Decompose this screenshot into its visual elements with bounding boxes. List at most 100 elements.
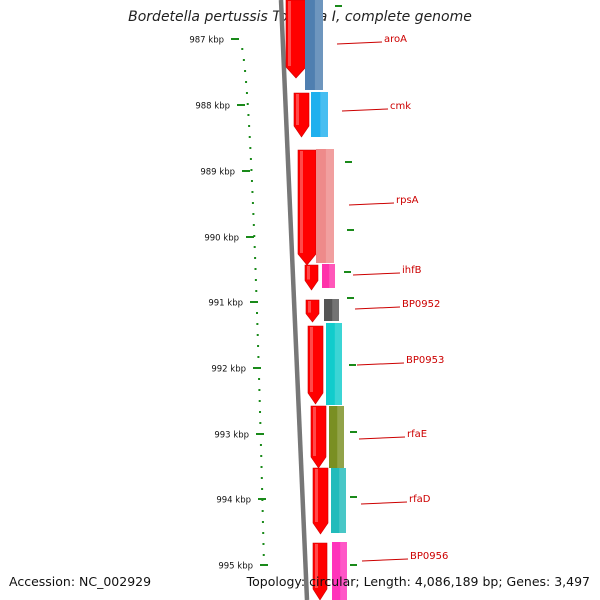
ruler-dot [242, 59, 245, 61]
ruler-dot [257, 345, 260, 347]
ruler-dot [260, 466, 263, 468]
ruler-dot [256, 312, 259, 314]
ruler-tick-label: 995 kbp [218, 562, 253, 572]
ruler-dot [245, 92, 248, 94]
ruler-dot [246, 103, 249, 105]
ruler-dot [253, 235, 256, 237]
gene-bar-shade [329, 264, 335, 288]
gene-label-leader [358, 436, 406, 440]
cds-arrow-highlight [313, 407, 316, 456]
gene-bar-shade [340, 542, 347, 600]
ruler-dot [260, 455, 263, 457]
gene-label-bp0956: BP0956 [410, 551, 448, 562]
ruler-dot [248, 125, 251, 127]
cds-arrows [285, 0, 329, 600]
ruler-dot [259, 411, 262, 413]
cds-arrow-highlight [307, 266, 310, 280]
gene-label-leader [360, 501, 408, 505]
ruler-dot [247, 114, 250, 116]
ruler-dot [254, 257, 257, 259]
gene-bar-bp0956 [332, 542, 347, 600]
ruler-dot [248, 136, 251, 138]
ruler-tick-label: 994 kbp [216, 496, 251, 506]
cds-arrow-highlight [315, 544, 318, 588]
ruler-dot [244, 70, 247, 72]
ruler-dot [258, 378, 261, 380]
genome-summary: Topology: circular; Length: 4,086,189 bp… [246, 574, 590, 589]
ruler-dot [255, 290, 258, 292]
gene-label-leader [354, 306, 401, 310]
kbp-ruler: 987 kbp 988 kbp 989 kbp 990 kbp 991 kbp 992 k… [189, 5, 357, 572]
ruler-tick-label: 988 kbp [195, 102, 230, 112]
gene-labels: aroA cmk rpsA ihfB BP0952 BP0953 rfaE rfaD BP095… [336, 34, 448, 562]
ruler-dot [262, 532, 265, 534]
ruler-dot [262, 543, 265, 545]
ruler-dot [258, 389, 261, 391]
ruler-tick-label: 987 kbp [189, 36, 224, 46]
gene-label-ihfb: ihfB [402, 265, 422, 276]
ruler-dot [256, 334, 259, 336]
gene-bar-aroa [305, 0, 323, 90]
gene-label-leader [341, 108, 389, 112]
gene-bars [305, 0, 347, 600]
gene-label-rfae: rfaE [407, 429, 427, 440]
gene-bar-rpsa [316, 149, 334, 263]
ruler-dot [262, 554, 265, 556]
gene-label-leader [361, 558, 409, 562]
gene-bar-bp0952 [324, 299, 339, 321]
gene-bar-bp0953 [326, 323, 342, 405]
gene-bar-rfae [329, 406, 344, 468]
cds-arrow [304, 264, 319, 291]
gene-bar-shade [325, 149, 334, 263]
ruler-dot [252, 213, 255, 215]
ruler-tick-label: 993 kbp [214, 431, 249, 441]
ruler-dot [259, 433, 262, 435]
gene-bar-shade [320, 92, 328, 137]
ruler-dot [250, 180, 253, 182]
gene-label-bp0953: BP0953 [406, 355, 444, 366]
accession-text: Accession: NC_002929 [9, 574, 152, 589]
ruler-dot [255, 301, 258, 303]
ruler-dot [260, 477, 263, 479]
ruler-dot [257, 367, 260, 369]
cds-arrow [305, 299, 320, 323]
cds-arrow-highlight [308, 301, 311, 313]
ruler-dot [245, 81, 248, 83]
ruler-dot [249, 158, 252, 160]
gene-label-aroa: aroA [384, 34, 407, 45]
gene-label-leader [356, 362, 405, 366]
gene-bar-shade [337, 406, 344, 468]
gene-label-cmk: cmk [390, 101, 411, 112]
gene-label-leader [352, 272, 401, 276]
ruler-dot [252, 224, 255, 226]
ruler-tick-label: 989 kbp [200, 168, 235, 178]
gene-label-rpsa: rpsA [396, 195, 419, 206]
cds-arrow-highlight [315, 469, 318, 522]
gene-bar-ihfb [322, 264, 335, 288]
ruler-dot [254, 268, 257, 270]
backbone-line [278, 0, 310, 600]
ruler-dot [256, 323, 259, 325]
ruler-dot [259, 422, 262, 424]
ruler-dot [251, 202, 254, 204]
ruler-tick-label: 991 kbp [208, 299, 243, 309]
ruler-dot [261, 521, 264, 523]
ruler-dot [258, 400, 261, 402]
gene-bar-shade [334, 323, 342, 405]
cds-arrow-highlight [310, 327, 313, 392]
ruler-tick-label: 992 kbp [211, 365, 246, 375]
cds-arrow-highlight [300, 151, 303, 253]
ruler-dot [254, 279, 257, 281]
ruler-dot [261, 499, 264, 501]
ruler-dot [261, 488, 264, 490]
gene-label-leader [336, 41, 383, 45]
gene-label-leader [348, 202, 395, 206]
ruler-dot [251, 191, 254, 193]
gene-bar-rfad [331, 468, 346, 533]
gene-bar-shade [332, 299, 339, 321]
ruler-dot [257, 356, 260, 358]
ruler-dot [249, 147, 252, 149]
cds-arrow-highlight [296, 94, 299, 125]
